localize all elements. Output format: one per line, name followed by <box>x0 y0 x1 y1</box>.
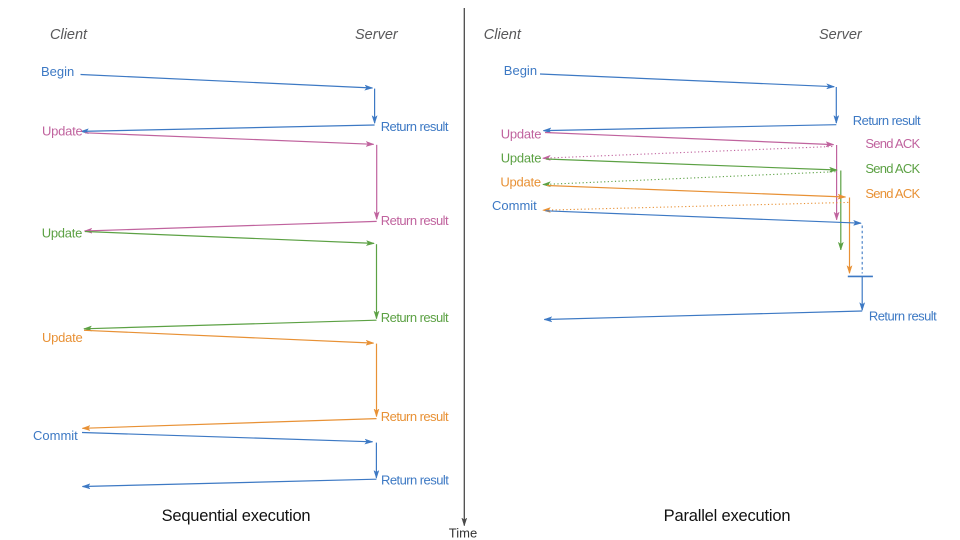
svg-text:Begin: Begin <box>41 64 74 79</box>
svg-text:Return result: Return result <box>869 308 937 323</box>
svg-text:Return result: Return result <box>853 113 921 128</box>
svg-text:Update: Update <box>42 225 82 240</box>
svg-text:Update: Update <box>42 123 82 138</box>
svg-text:Commit: Commit <box>33 428 78 443</box>
svg-text:Parallel execution: Parallel execution <box>664 507 791 525</box>
svg-text:Update: Update <box>42 330 82 345</box>
svg-text:Send ACK: Send ACK <box>865 161 920 176</box>
svg-text:Client: Client <box>484 27 522 43</box>
svg-text:Return result: Return result <box>381 213 449 228</box>
svg-text:Return result: Return result <box>381 409 449 424</box>
svg-text:Server: Server <box>819 27 863 43</box>
svg-text:Return result: Return result <box>381 473 449 488</box>
svg-text:Send ACK: Send ACK <box>865 186 920 201</box>
svg-text:Begin: Begin <box>504 63 537 78</box>
svg-text:Client: Client <box>50 27 88 43</box>
svg-text:Update: Update <box>501 126 541 141</box>
svg-text:Server: Server <box>355 27 399 43</box>
svg-text:Time: Time <box>449 526 477 540</box>
svg-text:Send ACK: Send ACK <box>865 136 920 151</box>
svg-text:Commit: Commit <box>492 198 537 213</box>
svg-text:Return result: Return result <box>381 310 449 325</box>
svg-text:Return result: Return result <box>381 119 449 134</box>
svg-text:Sequential execution: Sequential execution <box>162 507 311 525</box>
svg-text:Update: Update <box>501 151 541 166</box>
svg-text:Update: Update <box>500 175 540 190</box>
